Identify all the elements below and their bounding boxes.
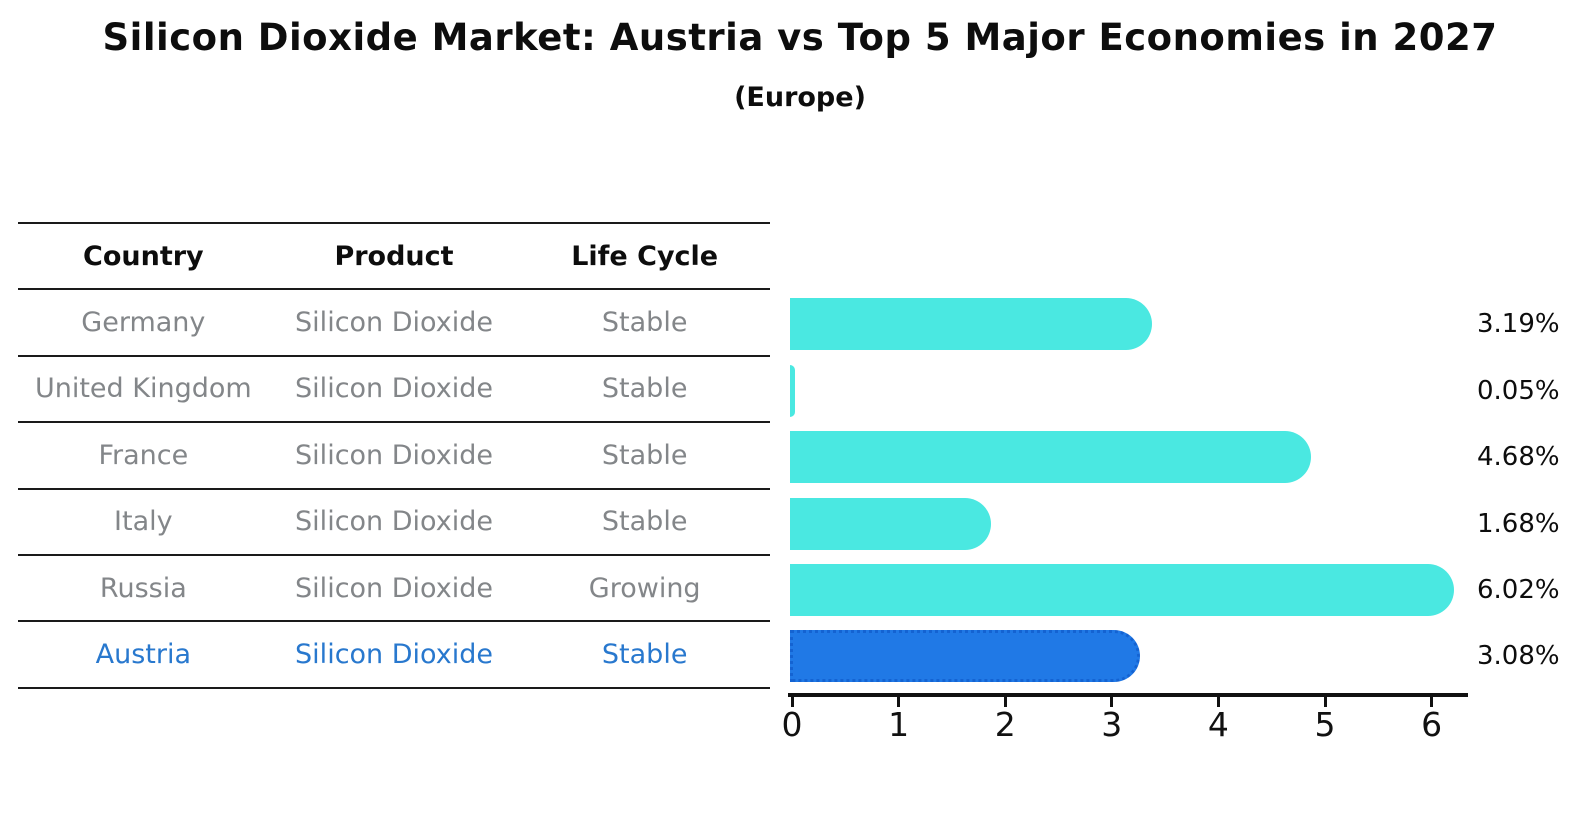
value-label: 6.02% [1477,575,1560,605]
bar [790,498,992,550]
column-header-lifecycle: Life Cycle [571,240,719,272]
table-row: Austria Silicon Dioxide Stable [18,622,770,689]
bar [790,365,796,417]
table-body: Germany Silicon Dioxide Stable United Kingd… [18,290,770,689]
bar [790,298,1153,350]
table-header-row: Country Product Life Cycle [18,224,770,291]
x-tick-label: 6 [1421,705,1443,744]
product-cell: Silicon Dioxide [295,639,493,671]
country-cell: France [98,439,189,471]
country-cell: United Kingdom [34,373,252,405]
chart-subtitle: (Europe) [734,82,866,113]
bar [790,431,1311,483]
x-tick [1003,696,1007,707]
country-cell: Germany [81,307,206,339]
column-header-product: Product [334,240,454,272]
lifecycle-cell: Stable [601,439,688,471]
lifecycle-cell: Stable [601,506,688,538]
value-label: 4.68% [1477,442,1560,472]
x-tick-label: 4 [1207,705,1229,744]
table-row: France Silicon Dioxide Stable [18,423,770,490]
product-cell: Silicon Dioxide [295,439,493,471]
comparison-table: Country Product Life Cycle Germany Silico… [18,222,770,689]
value-label: 1.68% [1477,509,1560,539]
table-row: Italy Silicon Dioxide Stable [18,490,770,556]
country-cell: Italy [114,506,173,538]
x-tick [1323,696,1327,707]
x-tick-label: 3 [1101,705,1123,744]
lifecycle-cell: Growing [588,572,701,604]
x-tick-label: 0 [781,705,803,744]
x-axis [788,693,1468,697]
x-tick-label: 5 [1314,705,1336,744]
highlight-bar [790,630,1141,682]
lifecycle-cell: Stable [601,373,688,405]
x-tick-label: 2 [994,705,1016,744]
product-cell: Silicon Dioxide [295,572,493,604]
table-row: Germany Silicon Dioxide Stable [18,290,770,357]
x-tick [1110,696,1114,707]
value-label: 0.05% [1477,376,1560,406]
lifecycle-cell: Stable [601,307,688,339]
value-label: 3.08% [1477,641,1560,671]
product-cell: Silicon Dioxide [295,506,493,538]
x-tick [790,696,794,707]
country-cell: Russia [99,572,187,604]
x-tick [897,696,901,707]
product-cell: Silicon Dioxide [295,373,493,405]
lifecycle-cell: Stable [601,639,688,671]
x-tick [1216,696,1220,707]
table-row: Russia Silicon Dioxide Growing [18,556,770,623]
country-cell: Austria [95,639,192,671]
table-row: United Kingdom Silicon Dioxide Stable [18,357,770,424]
column-header-country: Country [83,240,204,272]
chart-title: Silicon Dioxide Market: Austria vs Top 5… [102,16,1498,59]
x-tick [1430,696,1434,707]
product-cell: Silicon Dioxide [295,307,493,339]
value-label: 3.19% [1477,309,1560,339]
bar [790,564,1454,616]
x-tick-label: 1 [888,705,910,744]
